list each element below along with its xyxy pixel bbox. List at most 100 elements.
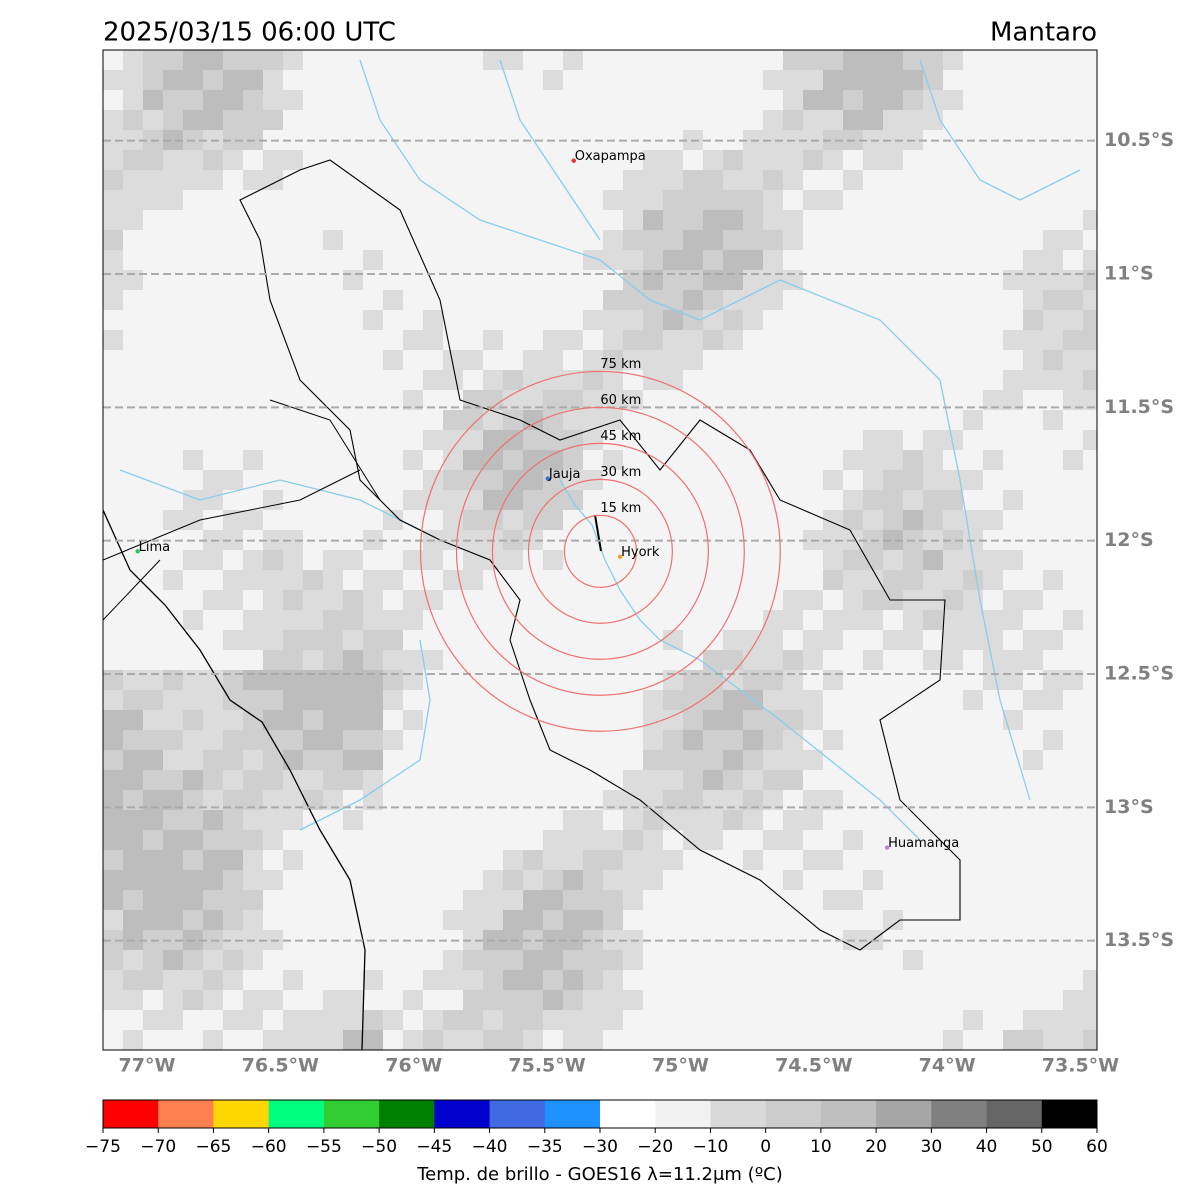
cloud-cell (803, 150, 823, 170)
cloud-cell (723, 330, 743, 350)
cloud-cell (263, 710, 283, 730)
cloud-cell (503, 1030, 523, 1050)
cloud-cell (203, 710, 223, 730)
cloud-cell (123, 170, 143, 190)
cloud-cell (823, 890, 843, 910)
cloud-cell (263, 750, 283, 770)
cloud-cell (343, 550, 363, 570)
cloud-cell (283, 550, 303, 570)
cloud-cell (203, 890, 223, 910)
cloud-cell (743, 630, 763, 650)
cloud-cell (123, 750, 143, 770)
cloud-cell (143, 90, 163, 110)
cloud-cell (283, 530, 303, 550)
cloud-cell (263, 590, 283, 610)
cloud-cell (1043, 250, 1063, 270)
cloud-cell (663, 810, 683, 830)
cloud-cell (583, 870, 603, 890)
cloud-cell (443, 430, 463, 450)
cloud-cell (623, 250, 643, 270)
cloud-cell (443, 1030, 463, 1050)
cloud-cell (883, 470, 903, 490)
cloud-cell (1043, 1010, 1063, 1030)
cloud-cell (763, 150, 783, 170)
cloud-cell (1003, 650, 1023, 670)
cloud-cell (363, 630, 383, 650)
cloud-cell (143, 70, 163, 90)
cloud-cell (303, 590, 323, 610)
cloud-cell (1023, 650, 1043, 670)
cloud-cell (223, 870, 243, 890)
cloud-cell (703, 210, 723, 230)
cloud-cell (643, 310, 663, 330)
cloud-cell (603, 910, 623, 930)
cloud-cell (1023, 630, 1043, 650)
cloud-cell (403, 590, 423, 610)
cloud-cell (183, 970, 203, 990)
cloud-cell (323, 710, 343, 730)
cloud-cell (903, 610, 923, 630)
cloud-cell (163, 770, 183, 790)
cloud-cell (483, 430, 503, 450)
cloud-cell (583, 250, 603, 270)
cloud-cell (623, 870, 643, 890)
cloud-cell (1023, 1010, 1043, 1030)
cloud-cell (203, 990, 223, 1010)
cloud-cell (343, 810, 363, 830)
cloud-cell (523, 530, 543, 550)
cloud-cell (163, 910, 183, 930)
cloud-cell (963, 570, 983, 590)
cloud-cell (943, 50, 963, 70)
cloud-cell (103, 210, 123, 230)
cloud-cell (323, 570, 343, 590)
cloud-cell (183, 810, 203, 830)
cloud-cell (203, 550, 223, 570)
cloud-cell (863, 470, 883, 490)
cloud-cell (243, 510, 263, 530)
cloud-cell (983, 570, 1003, 590)
cloud-cell (803, 790, 823, 810)
cloud-cell (623, 310, 643, 330)
cloud-cell (203, 590, 223, 610)
cloud-cell (663, 350, 683, 370)
cloud-cell (483, 450, 503, 470)
cloud-cell (523, 930, 543, 950)
cloud-cell (203, 730, 223, 750)
cloud-cell (723, 710, 743, 730)
cloud-cell (263, 830, 283, 850)
cloud-cell (883, 630, 903, 650)
cloud-cell (583, 990, 603, 1010)
cloud-cell (523, 450, 543, 470)
cloud-cell (263, 50, 283, 70)
cloud-cell (263, 170, 283, 190)
cloud-cell (783, 110, 803, 130)
cloud-cell (1083, 210, 1097, 230)
cloud-cell (363, 310, 383, 330)
colorbar-bin (434, 1100, 491, 1128)
cloud-cell (103, 70, 123, 90)
cloud-cell (123, 710, 143, 730)
cloud-cell (743, 210, 763, 230)
cloud-cell (303, 650, 323, 670)
cloud-cell (503, 550, 523, 570)
cloud-cell (1003, 490, 1023, 510)
cloud-cell (843, 70, 863, 90)
cloud-cell (683, 690, 703, 710)
cloud-cell (703, 310, 723, 330)
cloud-cell (103, 170, 123, 190)
cloud-cell (203, 90, 223, 110)
cloud-cell (463, 930, 483, 950)
cloud-cell (283, 730, 303, 750)
cloud-cell (183, 690, 203, 710)
cloud-cell (143, 150, 163, 170)
cloud-cell (303, 570, 323, 590)
cloud-cell (643, 290, 663, 310)
cloud-cell (163, 790, 183, 810)
cloud-cell (963, 1010, 983, 1030)
cloud-cell (303, 730, 323, 750)
cloud-cell (343, 770, 363, 790)
cloud-cell (383, 610, 403, 630)
cloud-cell (563, 430, 583, 450)
range-ring (491, 442, 709, 660)
cloud-cell (163, 870, 183, 890)
